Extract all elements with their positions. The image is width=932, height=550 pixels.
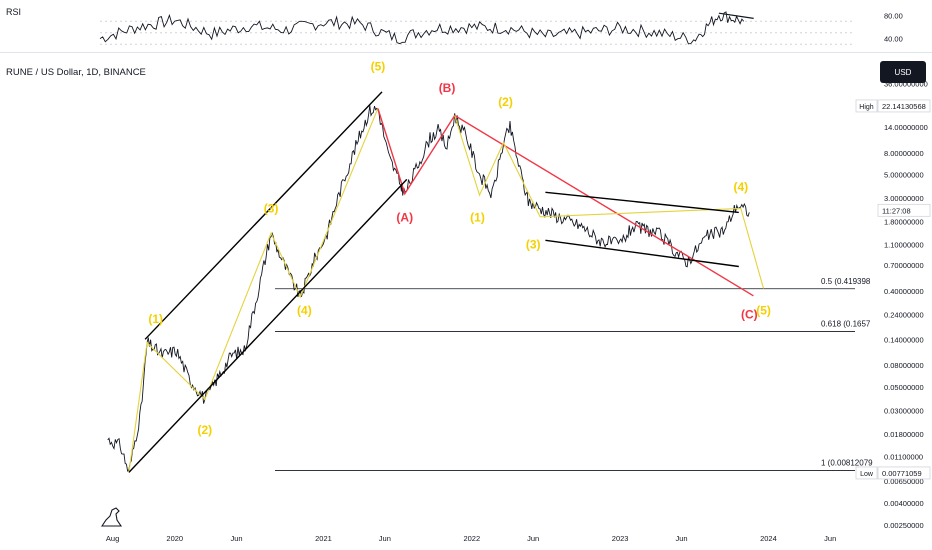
elliott-wave-label: (2): [198, 423, 213, 437]
price-marker-value: 0.00771059: [882, 469, 922, 478]
channel-upper: [144, 91, 383, 340]
elliott-wave-label: (3): [526, 238, 541, 252]
price-tick-label: 0.03000000: [884, 406, 924, 415]
price-marker-tag: [855, 99, 878, 113]
price-tick-label: 1.10000000: [884, 240, 924, 249]
time-tick-label: 2020: [166, 534, 183, 543]
elliott-wave-label: (B): [439, 81, 456, 95]
elliott-wave-label: (2): [498, 95, 513, 109]
price-tick-label: 0.14000000: [884, 335, 924, 344]
elliott-wave-label: (4): [733, 180, 748, 194]
price-tick-label: 0.24000000: [884, 310, 924, 319]
rsi-tick-label: 40.00: [884, 35, 903, 44]
price-tick-label: 0.70000000: [884, 261, 924, 270]
rsi-tick-label: 80.00: [884, 12, 903, 21]
price-marker-box: [877, 99, 931, 113]
time-tick-label: 2024: [760, 534, 777, 543]
price-marker-value: 11:27:08: [882, 206, 911, 215]
time-tick-label: Jun: [675, 534, 687, 543]
corrective-ab: [377, 108, 456, 196]
price-tick-label: 0.00400000: [884, 499, 924, 508]
elliott-wave-label: (1): [148, 312, 163, 326]
time-tick-label: Jun: [379, 534, 391, 543]
elliott-wave-label: (4): [297, 303, 312, 317]
price-tick-label: 0.01100000: [884, 453, 923, 462]
time-tick-label: Jun: [527, 534, 539, 543]
time-tick-label: Aug: [106, 534, 119, 543]
price-marker-box: [877, 466, 931, 480]
symbol-title[interactable]: RUNE / US Dollar, 1D, BINANCE: [6, 67, 146, 78]
rsi-pane: 40.00 80.00: [99, 11, 903, 45]
price-layer: [107, 105, 750, 472]
elliott-wave-label: (3): [264, 201, 279, 215]
price-tick-label: 0.08000000: [884, 361, 924, 370]
impulse-wave-2: [454, 115, 765, 289]
price-marker-tag-label: High: [859, 104, 874, 111]
impulse-wave-1: [128, 108, 379, 473]
drawing-layer: [128, 91, 765, 473]
price-tick-label: 5.00000000: [884, 171, 924, 180]
price-line: [107, 105, 750, 472]
price-marker-tag: [855, 466, 878, 480]
rsi-line: [99, 11, 745, 45]
price-tick-label: 36.00000000: [884, 80, 928, 89]
wedge-upper: [545, 191, 739, 214]
price-marker-tag-label: Low: [860, 471, 874, 478]
wedge-lower: [545, 239, 739, 268]
tradingview-logo-icon: [100, 507, 123, 527]
time-tick-label: 2021: [315, 534, 332, 543]
elliott-wave-label: (1): [470, 211, 485, 225]
elliott-wave-label: (A): [396, 211, 413, 225]
elliott-wave-label: (5): [756, 303, 771, 317]
price-tick-label: 8.00000000: [884, 149, 924, 158]
channel-lower: [128, 178, 408, 473]
time-tick-label: 2023: [612, 534, 629, 543]
time-tick-label: Jun: [824, 534, 836, 543]
rsi-trendline: [718, 12, 754, 19]
price-tick-label: 0.05000000: [884, 383, 924, 392]
price-tick-label: 0.00650000: [884, 477, 924, 486]
rsi-title: RSI: [6, 7, 22, 17]
corrective-bc: [454, 114, 754, 297]
price-tick-label: 3.00000000: [884, 194, 924, 203]
time-tick-label: 2022: [463, 534, 480, 543]
fib-level-label: 1 (0.00812079: [821, 459, 873, 468]
time-tick-label: Jun: [230, 534, 242, 543]
price-tick-label: 14.00000000: [884, 123, 928, 132]
elliott-wave-label: (5): [371, 59, 386, 73]
elliott-wave-label: (C): [741, 307, 758, 321]
currency-button[interactable]: USD: [880, 61, 926, 83]
price-tick-label: 0.40000000: [884, 287, 924, 296]
fib-level-label: 0.5 (0.419398: [821, 277, 871, 286]
price-tick-label: 0.01800000: [884, 430, 924, 439]
price-tick-label: 1.80000000: [884, 218, 924, 227]
price-marker-value: 22.14130568: [882, 102, 926, 111]
wave-labels-layer: (1)(2)(3)(4)(5)(A)(B)(1)(2)(3)(4)(C)(5): [148, 59, 771, 437]
fib-level-label: 0.618 (0.1657: [821, 320, 871, 329]
price-marker-box: [877, 203, 931, 217]
axes-layer: 36.00000000 14.00000000 8.00000000 5.000000…: [100, 80, 931, 543]
price-tick-label: 0.00250000: [884, 521, 924, 530]
pane-separator[interactable]: [0, 52, 932, 53]
fib-layer: 0.5 (0.419398 0.618 (0.1657 1 (0.00812079: [275, 277, 873, 471]
